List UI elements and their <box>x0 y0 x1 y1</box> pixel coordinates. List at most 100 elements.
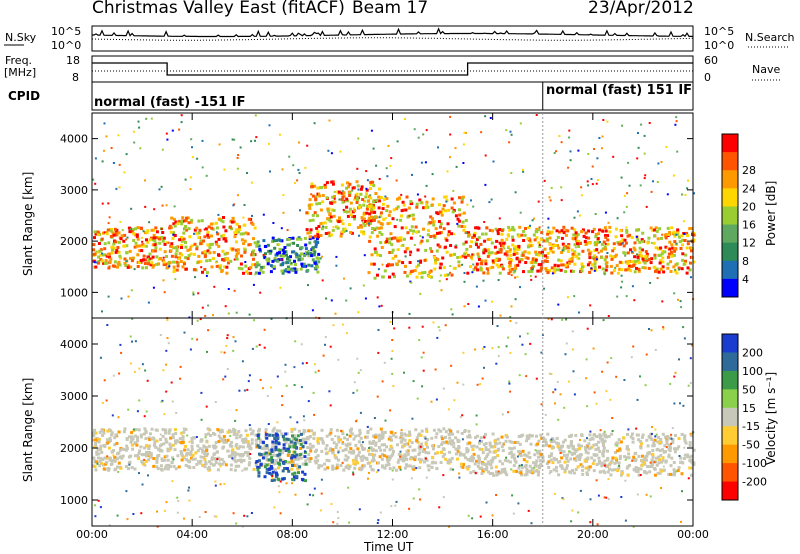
velocity-echo-cell <box>299 442 303 446</box>
power-noise-cell <box>215 231 218 234</box>
velocity-echo-cell <box>99 444 103 448</box>
velocity-echo-cell <box>226 430 230 434</box>
power-echo-cell <box>604 247 608 251</box>
power-echo-cell <box>485 267 489 271</box>
velocity-echo-cell <box>100 450 104 454</box>
power-echo-cell <box>184 256 188 260</box>
velocity-noise-cell <box>138 367 141 370</box>
velocity-echo-cell <box>650 458 654 462</box>
power-echo-cell <box>511 235 515 239</box>
power-echo-cell <box>267 249 271 253</box>
velocity-noise-cell <box>391 478 394 481</box>
velocity-echo-cell <box>617 438 621 442</box>
velocity-noise-cell <box>395 500 398 503</box>
power-echo-cell <box>608 225 612 229</box>
velocity-echo-cell <box>444 436 448 440</box>
velocity-noise-cell <box>322 354 325 357</box>
power-echo-cell <box>287 238 291 241</box>
power-echo-cell <box>556 235 560 239</box>
power-noise-cell <box>330 299 333 302</box>
velocity-ytick-label: 4000 <box>60 338 88 351</box>
velocity-noise-cell <box>561 318 564 321</box>
power-noise-cell <box>168 265 171 268</box>
velocity-echo-cell <box>93 465 97 468</box>
power-echo-cell <box>209 222 213 226</box>
power-echo-cell <box>433 267 437 271</box>
velocity-echo-cell <box>293 450 297 454</box>
velocity-noise-cell <box>368 471 370 474</box>
power-echo-cell <box>445 250 449 254</box>
power-echo-cell <box>288 259 292 263</box>
velocity-echo-cell <box>536 442 540 446</box>
power-echo-cell <box>170 242 174 246</box>
power-echo-cell <box>429 247 432 251</box>
velocity-echo-cell <box>115 441 119 445</box>
velocity-echo-cell <box>231 452 234 456</box>
power-noise-cell <box>233 138 236 141</box>
power-echo-cell <box>601 267 605 271</box>
velocity-echo-cell <box>642 458 646 462</box>
velocity-echo-cell <box>646 444 650 448</box>
power-echo-cell <box>312 253 316 256</box>
velocity-noise-cell <box>655 433 658 436</box>
velocity-noise-cell <box>160 400 163 403</box>
power-echo-cell <box>438 231 442 235</box>
power-echo-cell <box>581 249 585 253</box>
power-echo-cell <box>130 259 134 263</box>
power-echo-cell <box>197 219 201 223</box>
power-noise-cell <box>503 247 506 250</box>
velocity-echo-cell <box>519 471 523 475</box>
power-noise-cell <box>602 119 605 121</box>
velocity-echo-cell <box>221 446 225 450</box>
power-echo-cell <box>249 243 253 246</box>
velocity-noise-cell <box>294 493 297 496</box>
power-echo-cell <box>566 261 570 265</box>
power-echo-cell <box>692 238 696 242</box>
power-echo-cell <box>182 231 186 235</box>
velocity-echo-cell <box>690 434 694 438</box>
velocity-echo-cell <box>92 434 96 438</box>
power-echo-cell <box>310 182 314 186</box>
power-noise-cell <box>125 260 128 263</box>
power-echo-cell <box>496 229 500 233</box>
power-echo-cell <box>660 252 664 256</box>
power-noise-cell <box>370 129 373 132</box>
power-echo-cell <box>443 273 447 277</box>
power-noise-cell <box>192 291 195 294</box>
velocity-echo-cell <box>323 467 327 471</box>
power-noise-cell <box>362 284 365 287</box>
velocity-echo-cell <box>327 459 331 463</box>
power-echo-cell <box>477 255 481 259</box>
power-echo-cell <box>479 266 483 270</box>
power-echo-cell <box>328 234 332 238</box>
velocity-echo-cell <box>414 428 418 432</box>
power-noise-cell <box>673 292 676 295</box>
velocity-echo-cell <box>405 457 409 461</box>
power-echo-cell <box>411 213 415 217</box>
velocity-echo-cell <box>403 457 407 461</box>
power-noise-cell <box>233 258 236 261</box>
velocity-noise-cell <box>222 378 225 381</box>
velocity-echo-cell <box>150 427 154 431</box>
velocity-echo-cell <box>181 438 185 442</box>
velocity-echo-cell <box>162 442 166 446</box>
power-echo-cell <box>218 266 222 270</box>
velocity-noise-cell <box>442 387 445 390</box>
velocity-echo-cell <box>265 463 269 467</box>
power-echo-cell <box>640 248 644 252</box>
power-noise-cell <box>119 220 122 223</box>
power-echo-cell <box>647 266 651 270</box>
velocity-echo-cell <box>690 473 694 477</box>
power-echo-cell <box>266 243 270 247</box>
velocity-echo-cell <box>463 429 467 432</box>
power-echo-cell <box>340 230 344 234</box>
velocity-echo-cell <box>298 453 302 457</box>
power-noise-cell <box>538 243 541 246</box>
power-echo-cell <box>434 261 438 265</box>
velocity-noise-cell <box>377 329 380 331</box>
velocity-echo-cell <box>563 438 567 442</box>
power-noise-cell <box>130 289 133 292</box>
power-noise-cell <box>250 181 253 184</box>
power-noise-cell <box>661 300 664 303</box>
velocity-echo-cell <box>555 436 559 440</box>
